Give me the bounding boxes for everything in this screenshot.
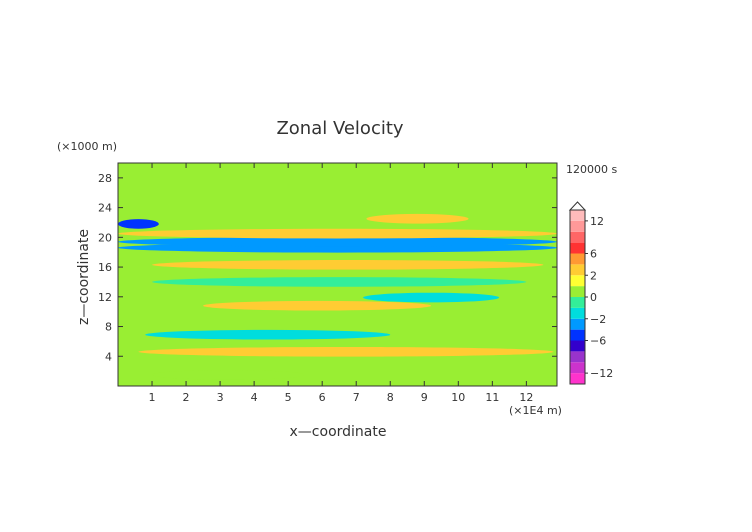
x-tick-label: 9 — [421, 391, 428, 404]
x-tick-label: 4 — [251, 391, 258, 404]
time-label: 120000 s — [566, 163, 617, 176]
x-tick-label: 8 — [387, 391, 394, 404]
x-tick-label: 10 — [451, 391, 465, 404]
y-tick-label: 12 — [98, 291, 112, 304]
x-axis-label: x—coordinate — [290, 424, 387, 440]
colorbar-cell — [570, 286, 585, 297]
x-tick-label: 3 — [217, 391, 224, 404]
colorbar-cell — [570, 220, 585, 232]
velocity-band — [118, 228, 557, 239]
colorbar-cell — [570, 329, 585, 341]
y-tick-label: 20 — [98, 231, 112, 244]
colorbar-cell — [570, 275, 585, 287]
x-tick-label: 11 — [485, 391, 499, 404]
x-tick-label: 2 — [183, 391, 190, 404]
y-tick-label: 8 — [105, 321, 112, 334]
velocity-band — [138, 346, 554, 357]
x-tick-label: 5 — [285, 391, 292, 404]
colorbar-cell — [570, 318, 585, 330]
colorbar-cell — [570, 264, 585, 276]
colorbar-cell — [570, 362, 585, 374]
y-tick-label: 24 — [98, 202, 112, 215]
colorbar-tick-label: −6 — [590, 335, 606, 348]
velocity-band — [145, 329, 391, 340]
colorbar-tick-label: 12 — [590, 215, 604, 228]
chart-title: Zonal Velocity — [276, 118, 403, 139]
colorbar-cell — [570, 210, 585, 221]
colorbar-tick-label: 6 — [590, 248, 597, 261]
velocity-band — [363, 292, 500, 303]
colorbar-cell — [570, 231, 585, 243]
colorbar-top-arrow — [568, 201, 587, 211]
x-tick-label: 6 — [319, 391, 326, 404]
y-unit-label: (×1000 m) — [57, 140, 117, 153]
colorbar-cell — [570, 351, 585, 363]
velocity-band — [152, 260, 544, 270]
colorbar-cell — [570, 373, 585, 384]
colorbar-tick-label: 2 — [590, 269, 597, 282]
y-tick-label: 16 — [98, 261, 112, 274]
plot-frame — [117, 162, 558, 387]
y-tick-label: 4 — [105, 350, 112, 363]
y-axis-label: z—coordinate — [76, 229, 92, 325]
velocity-band — [203, 300, 432, 311]
velocity-band — [118, 236, 557, 247]
velocity-band — [366, 213, 469, 224]
colorbar: 12 6 2 0 −2 −6 −12 — [568, 201, 613, 385]
y-tick-label: 28 — [98, 172, 112, 185]
colorbar-cell — [570, 253, 585, 265]
colorbar-cell — [570, 340, 585, 352]
colorbar-tick-label: −2 — [590, 313, 606, 326]
x-tick-label: 1 — [149, 391, 156, 404]
colorbar-cell — [570, 297, 585, 308]
x-unit-label: (×1E4 m) — [509, 404, 562, 417]
colorbar-tick-label: 0 — [590, 291, 597, 304]
velocity-band — [118, 219, 159, 229]
velocity-band — [152, 370, 306, 380]
velocity-band — [152, 277, 527, 287]
colorbar-tick-label: −12 — [590, 367, 613, 380]
x-tick-label: 12 — [519, 391, 533, 404]
x-tick-label: 7 — [353, 391, 360, 404]
colorbar-cell — [570, 307, 585, 319]
colorbar-cell — [570, 242, 585, 254]
